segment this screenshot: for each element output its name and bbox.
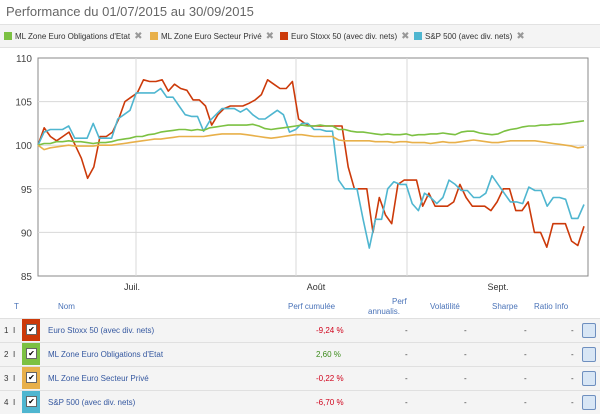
visibility-checkbox[interactable]: ✔ [26, 324, 37, 335]
header-ratio-info[interactable]: Ratio Info [534, 302, 569, 311]
visibility-checkbox[interactable]: ✔ [26, 372, 37, 383]
page-title: Performance du 01/07/2015 au 30/09/2015 [6, 4, 254, 19]
legend-item-ml-etat[interactable]: ML Zone Euro Obligations d'Etat ✖ [4, 25, 142, 47]
legend-swatch [414, 32, 422, 40]
table-row: 2 I ✔ ML Zone Euro Obligations d'Etat 2,60 %… [0, 342, 600, 366]
table-row: 4 I ✔ S&P 500 (avec div. nets) -6,70 % - - - - [0, 390, 600, 414]
legend-swatch [4, 32, 12, 40]
perf-annualisee-value: - [405, 326, 408, 335]
y-tick-label: 90 [21, 228, 33, 239]
y-tick-label: 95 [21, 185, 33, 196]
perf-cumulee-value: 2,60 % [316, 350, 341, 359]
row-number: 4 [4, 398, 9, 407]
perf-annualisee-value: - [405, 350, 408, 359]
header-volatilite[interactable]: Volatilité [430, 302, 460, 311]
legend-label: S&P 500 (avec div. nets) [425, 31, 513, 41]
volatilite-value: - [464, 374, 467, 383]
perf-cumulee-value: -0,22 % [316, 374, 344, 383]
sharpe-value: - [524, 350, 527, 359]
sharpe-value: - [524, 398, 527, 407]
table-row: 3 I ✔ ML Zone Euro Secteur Privé -0,22 % - - - - [0, 366, 600, 390]
y-tick-label: 100 [15, 141, 32, 152]
sharpe-value: - [524, 326, 527, 335]
ratio-info-value: - [571, 326, 574, 335]
close-icon[interactable]: ✖ [516, 30, 525, 42]
header-perf-ann-1[interactable]: Perf [392, 297, 407, 306]
visibility-checkbox[interactable]: ✔ [26, 396, 37, 407]
delete-icon[interactable] [582, 347, 596, 362]
row-number: 2 [4, 350, 9, 359]
volatilite-value: - [464, 350, 467, 359]
header-perf-ann-2[interactable]: annualis. [368, 307, 401, 316]
close-icon[interactable]: ✖ [134, 30, 143, 42]
series-color-cell: ✔ [22, 319, 40, 341]
row-index-label: I [13, 326, 16, 335]
row-index-label: I [13, 350, 16, 359]
volatilite-value: - [464, 326, 467, 335]
row-index-label: I [13, 374, 16, 383]
delete-icon[interactable] [582, 371, 596, 386]
legend-item-eurostoxx[interactable]: Euro Stoxx 50 (avec div. nets) ✖ [280, 25, 410, 47]
close-icon[interactable]: ✖ [265, 30, 275, 42]
row-index-label: I [13, 398, 16, 407]
legend-item-ml-prive[interactable]: ML Zone Euro Secteur Privé ✖ [150, 25, 274, 47]
visibility-checkbox[interactable]: ✔ [26, 348, 37, 359]
table-header: T Nom Perf cumulée Perf annualis. Volati… [0, 296, 600, 318]
series-line [37, 133, 585, 151]
series-name[interactable]: ML Zone Euro Obligations d'Etat [48, 350, 164, 359]
row-number: 1 [4, 326, 9, 335]
legend-label: Euro Stoxx 50 (avec div. nets) [291, 31, 398, 41]
perf-annualisee-value: - [405, 374, 408, 383]
delete-icon[interactable] [582, 395, 596, 410]
y-tick-label: 85 [21, 272, 33, 283]
ratio-info-value: - [571, 374, 574, 383]
series-color-cell: ✔ [22, 391, 40, 413]
row-number: 3 [4, 374, 9, 383]
performance-table: T Nom Perf cumulée Perf annualis. Volati… [0, 296, 600, 414]
legend-label: ML Zone Euro Secteur Privé [161, 31, 262, 41]
legend-label: ML Zone Euro Obligations d'Etat [15, 31, 131, 41]
x-tick-label: Août [307, 282, 326, 292]
series-name[interactable]: S&P 500 (avec div. nets) [48, 398, 136, 407]
perf-cumulee-value: -9,24 % [316, 326, 344, 335]
volatilite-value: - [464, 398, 467, 407]
header-sharpe[interactable]: Sharpe [492, 302, 518, 311]
ratio-info-value: - [571, 398, 574, 407]
series-name[interactable]: Euro Stoxx 50 (avec div. nets) [48, 326, 155, 335]
close-icon[interactable]: ✖ [401, 30, 410, 42]
header-perf-cumulee[interactable]: Perf cumulée [288, 302, 336, 311]
delete-icon[interactable] [582, 323, 596, 338]
performance-chart: 85 90 95 100 105 110 Juil. Août Sept. [15, 54, 589, 292]
sharpe-value: - [524, 374, 527, 383]
series-color-cell: ✔ [22, 367, 40, 389]
legend-item-sp500[interactable]: S&P 500 (avec div. nets) ✖ [414, 25, 525, 47]
y-tick-label: 110 [16, 54, 32, 65]
x-tick-label: Sept. [487, 282, 508, 292]
x-tick-label: Juil. [124, 282, 140, 292]
legend-swatch [280, 32, 288, 40]
series-name[interactable]: ML Zone Euro Secteur Privé [48, 374, 149, 383]
table-row: 1 I ✔ Euro Stoxx 50 (avec div. nets) -9,24 %… [0, 318, 600, 342]
y-tick-label: 105 [15, 98, 32, 109]
series-line [37, 120, 585, 146]
perf-cumulee-value: -6,70 % [316, 398, 344, 407]
legend-swatch [150, 32, 158, 40]
series-color-cell: ✔ [22, 343, 40, 365]
header-nom[interactable]: Nom [58, 302, 75, 311]
perf-annualisee-value: - [405, 398, 408, 407]
plot-area [37, 57, 589, 277]
legend-bar: ML Zone Euro Obligations d'Etat ✖ ML Zon… [0, 24, 600, 48]
header-t: T [14, 302, 19, 311]
ratio-info-value: - [571, 350, 574, 359]
